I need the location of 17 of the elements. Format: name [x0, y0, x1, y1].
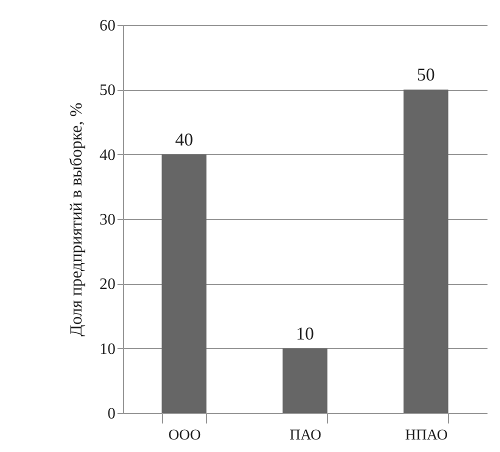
x-tick-label: ООО — [168, 428, 201, 444]
x-tick-label: ПАО — [290, 428, 322, 444]
data-label: 50 — [416, 64, 435, 85]
data-label: 10 — [296, 323, 314, 344]
y-tick-label: 10 — [100, 340, 116, 358]
y-tick-label: 20 — [100, 276, 116, 294]
y-tick-label: 60 — [100, 18, 116, 34]
bar — [282, 348, 328, 413]
x-tick-label: НПАО — [405, 428, 448, 444]
y-tick-label: 50 — [100, 82, 116, 100]
y-tick-label: 30 — [100, 212, 116, 228]
bar — [404, 90, 448, 413]
data-label: 40 — [175, 129, 194, 150]
y-tick-label: 0 — [108, 406, 116, 422]
y-tick-label: 40 — [100, 146, 116, 164]
y-axis-title: Доля предприятий в выборке, % — [66, 102, 86, 336]
bar — [162, 154, 206, 413]
